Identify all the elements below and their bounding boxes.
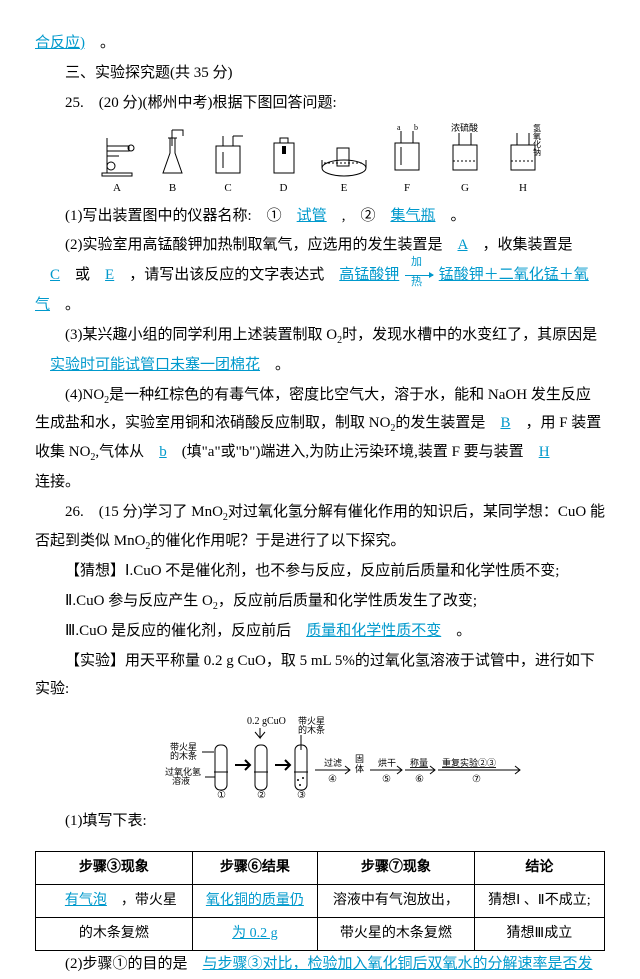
r1c4: 猜想Ⅰ 、Ⅱ不成立;: [474, 885, 604, 918]
svg-text:③: ③: [297, 790, 306, 800]
svg-text:钠: 钠: [533, 147, 541, 157]
q25-3-ans: 实验时可能试管口未塞一团棉花 。: [35, 352, 605, 380]
th4: 结论: [474, 852, 604, 885]
svg-text:烘干: 烘干: [378, 757, 396, 768]
q25-3: (3)某兴趣小组的同学利用上述装置制取 O2时，发现水槽中的水变红了，其原因是: [35, 322, 605, 351]
th2: 步骤⑥结果: [192, 852, 317, 885]
svg-text:④: ④: [328, 774, 337, 785]
q26: 26. (15 分)学习了 MnO2对过氧化氢分解有催化作用的知识后，某同学想：…: [35, 499, 605, 556]
svg-text:固: 固: [355, 754, 364, 764]
svg-text:体: 体: [355, 763, 364, 774]
label-b: B: [169, 178, 176, 198]
th1: 步骤③现象: [36, 852, 193, 885]
r2c2: 为 0.2 g: [192, 918, 317, 951]
svg-text:过滤: 过滤: [324, 757, 342, 768]
svg-text:溶液: 溶液: [172, 775, 190, 786]
label-h: H: [519, 178, 527, 198]
svg-text:的木条: 的木条: [170, 750, 197, 761]
label-d: D: [280, 178, 288, 198]
q25-head: 25. (20 分)(郴州中考)根据下图回答问题:: [35, 90, 605, 118]
apparatus-figure: A B C D E abF 浓硫酸G 氢氧化钠H: [35, 123, 605, 198]
q25-2: (2)实验室用高锰酸钾加热制取氧气，应选用的发生装置是 A ，收集装置是: [35, 232, 605, 260]
svg-text:a: a: [397, 123, 401, 132]
th3: 步骤⑦现象: [317, 852, 474, 885]
r2c4: 猜想Ⅲ成立: [474, 918, 604, 951]
svg-text:称量: 称量: [410, 757, 428, 768]
svg-text:0.2 gCuO: 0.2 gCuO: [247, 716, 286, 727]
svg-text:重复实验②③: 重复实验②③: [442, 757, 496, 768]
q25-1: (1)写出装置图中的仪器名称: ① 试管 , ② 集气瓶 。: [35, 203, 605, 231]
label-g: G: [461, 178, 469, 198]
q26-2: (2)步骤①的目的是 与步骤③对比，检验加入氧化铜后双氧水的分解速率是否发: [35, 951, 605, 979]
svg-text:⑦: ⑦: [472, 774, 481, 785]
label-f: F: [404, 178, 410, 198]
q25-2-cont2: 气 。: [35, 292, 605, 320]
q25-4-cont: 连接。: [35, 469, 605, 497]
r2c3: 带火星的木条复燃: [317, 918, 474, 951]
svg-text:⑤: ⑤: [382, 774, 391, 785]
section-header: 三、实验探究题(共 35 分): [35, 60, 605, 88]
r2c1: 的木条复燃: [36, 918, 193, 951]
label-c: C: [224, 178, 231, 198]
q25-2-cont: C 或 E ，请写出该反应的文字表达式 高锰酸钾 加热 锰酸钾＋二氧化锰＋氧: [35, 262, 605, 290]
text: 。: [85, 35, 115, 51]
svg-text:的木条: 的木条: [298, 724, 325, 735]
r1c2: 氧化铜的质量仍: [192, 885, 317, 918]
svg-text:②: ②: [257, 790, 266, 800]
fill-table-label: (1)填写下表:: [35, 808, 605, 836]
guess3: Ⅲ.CuO 是反应的催化剂，反应前后 质量和化学性质不变 。: [35, 618, 605, 646]
svg-text:⑥: ⑥: [415, 774, 424, 785]
q25-4: (4)NO2是一种红棕色的有毒气体，密度比空气大，溶于水，能和 NaOH 发生反…: [35, 382, 605, 468]
r1c1: 有气泡 ，带火星: [36, 885, 193, 918]
guess1: 【猜想】Ⅰ.CuO 不是催化剂，也不参与反应，反应前后质量和化学性质不变;: [35, 558, 605, 586]
r1c3: 溶液中有气泡放出，: [317, 885, 474, 918]
experiment-figure: 带火星的木条 过氧化氢溶液 ① 0.2 gCuO ② 带火星的木条 ③ 过滤 ④…: [35, 710, 605, 800]
svg-text:浓硫酸: 浓硫酸: [451, 123, 478, 133]
svg-text:①: ①: [217, 790, 226, 800]
link-top: 合反应): [35, 35, 85, 51]
label-a: A: [113, 178, 121, 198]
answer-table: 步骤③现象 步骤⑥结果 步骤⑦现象 结论 有气泡 ，带火星 氧化铜的质量仍 溶液…: [35, 851, 605, 951]
experiment-text: 【实验】用天平称量 0.2 g CuO，取 5 mL 5%的过氧化氢溶液于试管中…: [35, 648, 605, 704]
svg-text:b: b: [414, 123, 418, 132]
label-e: E: [341, 178, 348, 198]
guess2: Ⅱ.CuO 参与反应产生 O2，反应前后质量和化学性质发生了改变;: [35, 588, 605, 617]
